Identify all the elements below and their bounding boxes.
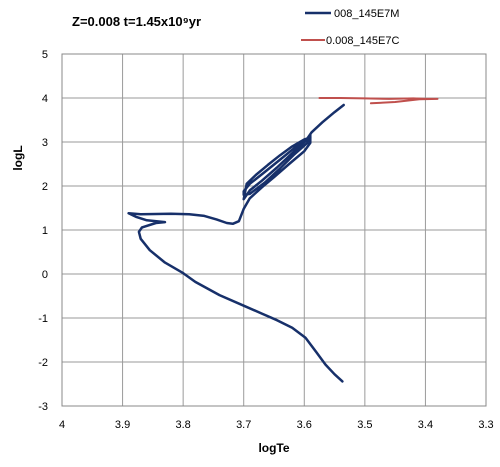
series-layer <box>127 97 439 383</box>
x-tick-label: 3.3 <box>478 419 493 431</box>
y-tick-label: 4 <box>42 93 48 105</box>
x-tick-label: 3.6 <box>297 419 312 431</box>
x-tick-labels: 4 3.9 3.8 3.7 3.6 3.5 3.4 3.3 <box>59 419 494 431</box>
chart-title: Z=0.008 t=1.45x10⁹yr <box>72 14 201 29</box>
x-axis-label: logTe <box>258 441 289 455</box>
legend: 008_145E7M 0.008_145E7C <box>301 8 399 47</box>
series-line-008-145e7m <box>127 103 345 383</box>
legend-label-008-145e7m: 008_145E7M <box>334 8 399 20</box>
x-tick-label: 3.9 <box>115 419 130 431</box>
y-tick-label: -3 <box>38 401 48 413</box>
y-tick-label: 2 <box>42 181 48 193</box>
y-tick-label: 1 <box>42 225 48 237</box>
x-tick-label: 3.7 <box>236 419 251 431</box>
x-tick-label: 4 <box>59 419 65 431</box>
y-tick-label: -1 <box>38 313 48 325</box>
legend-label-0008-145e7c: 0.008_145E7C <box>326 35 399 47</box>
series-line-0-008-145e7c <box>318 97 439 105</box>
y-axis-label: logL <box>11 145 25 170</box>
y-tick-label: 3 <box>42 137 48 149</box>
x-tick-label: 3.4 <box>418 419 433 431</box>
x-tick-label: 3.8 <box>175 419 190 431</box>
y-tick-labels: -3 -2 -1 0 1 2 3 4 5 <box>38 49 48 413</box>
x-tick-label: 3.5 <box>357 419 372 431</box>
plot-area-border <box>61 53 487 407</box>
y-tick-label: 0 <box>42 269 48 281</box>
y-tick-label: -2 <box>38 357 48 369</box>
y-tick-label: 5 <box>42 49 48 61</box>
